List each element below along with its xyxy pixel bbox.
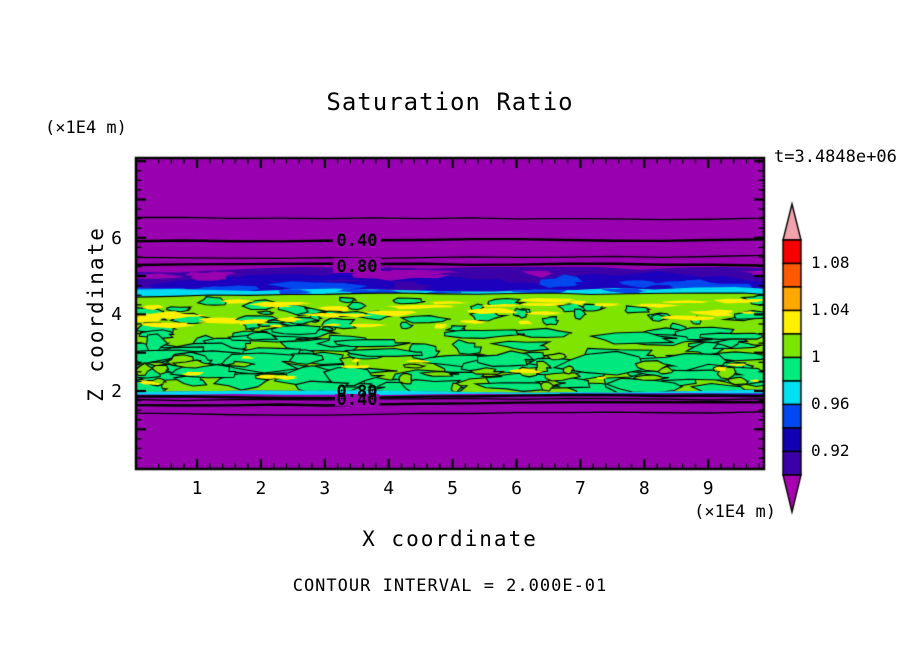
contour-line-label: 0.40: [336, 390, 378, 410]
x-tick-label: 2: [255, 478, 267, 499]
x-tick-label: 3: [319, 478, 331, 499]
x-tick-label: 7: [574, 478, 586, 499]
page-title: Saturation Ratio: [326, 88, 574, 116]
x-tick-label: 8: [638, 478, 650, 499]
contour-line-label: 0.40: [336, 231, 378, 251]
x-tick-label: 6: [511, 478, 522, 499]
y-tick-label: 6: [111, 227, 122, 249]
x-tick-label: 5: [447, 478, 459, 499]
colorbar-tick-label: 1: [811, 347, 821, 366]
x-tick-label: 4: [383, 478, 395, 499]
colorbar-tick-label: 0.92: [811, 441, 850, 460]
colorbar-tick-label: 0.96: [811, 394, 850, 413]
x-axis-label: X coordinate: [362, 527, 538, 551]
y-tick-label: 4: [111, 304, 122, 326]
contour-interval-note: CONTOUR INTERVAL = 2.000E-01: [292, 576, 608, 596]
colorbar-tick-label: 1.08: [811, 253, 850, 272]
colorbar-tick-label: 1.04: [811, 300, 850, 319]
x-tick-label: 1: [191, 478, 203, 499]
contour-line-label: 0.80: [336, 382, 378, 402]
contour-line-label: 0.80: [336, 257, 378, 277]
x-axis-unit: (×1E4 m): [694, 502, 776, 522]
y-axis-unit: (×1E4 m): [45, 118, 127, 138]
y-tick-label: 2: [111, 381, 122, 402]
time-annotation: t=3.4848e+06: [774, 147, 897, 167]
x-tick-label: 9: [702, 478, 714, 499]
